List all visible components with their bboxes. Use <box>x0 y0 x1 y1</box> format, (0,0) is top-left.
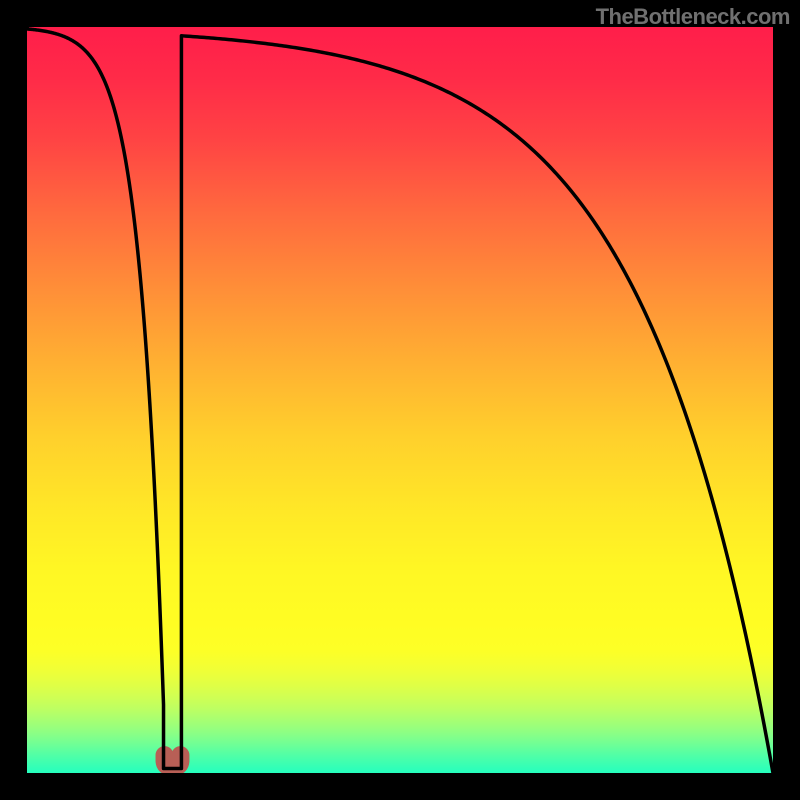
plot-area <box>27 27 773 773</box>
chart-container: TheBottleneck.com <box>0 0 800 800</box>
curve-line <box>27 27 773 773</box>
watermark-label: TheBottleneck.com <box>596 4 790 30</box>
valley-marker <box>165 755 181 766</box>
bottleneck-curve <box>27 27 773 773</box>
